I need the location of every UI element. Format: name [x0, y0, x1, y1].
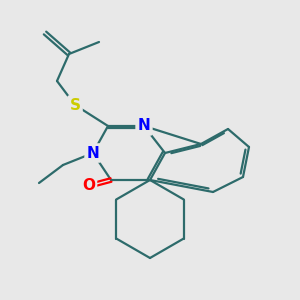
Text: O: O — [82, 178, 95, 194]
Text: N: N — [138, 118, 150, 134]
Text: S: S — [70, 98, 80, 112]
Text: N: N — [87, 146, 99, 160]
